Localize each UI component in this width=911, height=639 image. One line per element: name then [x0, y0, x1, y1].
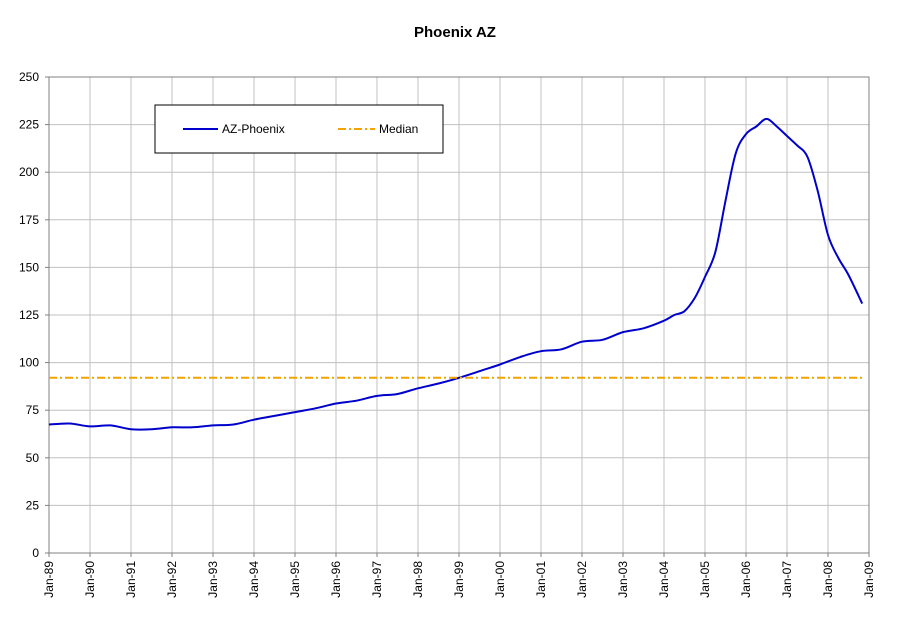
plot-area-border [48, 76, 870, 554]
x-tick-label: Jan-05 [698, 561, 712, 598]
x-tick-label: Jan-98 [411, 561, 425, 598]
x-tick-label: Jan-92 [165, 561, 179, 598]
x-tick-label: Jan-96 [329, 561, 343, 598]
x-tick-label: Jan-97 [370, 561, 384, 598]
x-tick-label: Jan-06 [739, 561, 753, 598]
x-tick-label: Jan-90 [83, 561, 97, 598]
legend-label-az-phoenix: AZ-Phoenix [222, 122, 285, 136]
y-tick-label: 200 [19, 165, 39, 179]
y-tick-label: 25 [26, 498, 40, 512]
x-tick-label: Jan-99 [452, 561, 466, 598]
x-tick-label: Jan-93 [206, 561, 220, 598]
y-tick-label: 75 [26, 403, 40, 417]
x-tick-label: Jan-00 [493, 561, 507, 598]
y-tick-label: 100 [19, 356, 39, 370]
y-tick-label: 50 [26, 451, 40, 465]
series [48, 117, 864, 431]
x-tick-label: Jan-03 [616, 561, 630, 598]
x-tick-label: Jan-02 [575, 561, 589, 598]
x-tick-label: Jan-94 [247, 561, 261, 598]
y-tick-label: 175 [19, 213, 39, 227]
y-tick-label: 0 [32, 546, 39, 560]
series-line-az-phoenix [48, 117, 864, 431]
x-tick-label: Jan-01 [534, 561, 548, 598]
x-tick-label: Jan-08 [821, 561, 835, 598]
legend: AZ-Phoenix Median [154, 104, 444, 154]
x-tick-label: Jan-09 [862, 561, 876, 598]
y-tick-label: 225 [19, 118, 39, 132]
x-tick-label: Jan-95 [288, 561, 302, 598]
chart-title: Phoenix AZ [414, 24, 496, 41]
legend-label-median: Median [379, 122, 418, 136]
x-tick-label: Jan-89 [42, 561, 56, 598]
y-tick-label: 250 [19, 70, 39, 84]
x-tick-label: Jan-04 [657, 561, 671, 598]
x-tick-label: Jan-91 [124, 561, 138, 598]
y-tick-label: 125 [19, 308, 39, 322]
y-tick-label: 150 [19, 260, 39, 274]
x-tick-label: Jan-07 [780, 561, 794, 598]
axes: 0 25 50 75 100 125 150 175 200 225 250 Jan-89 Jan-90… [19, 70, 876, 598]
